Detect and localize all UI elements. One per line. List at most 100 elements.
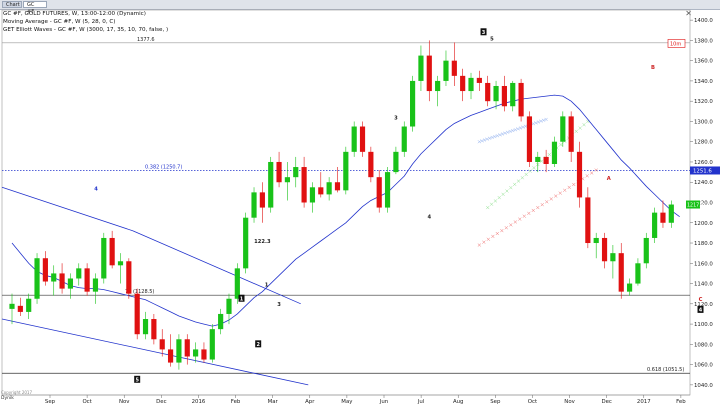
candle-body bbox=[510, 82, 516, 107]
y-tick-label: 1120.0 bbox=[694, 302, 713, 308]
projection-mark bbox=[540, 203, 544, 207]
candle-body bbox=[384, 172, 391, 208]
projection-mark bbox=[578, 126, 582, 130]
candle-body bbox=[226, 298, 232, 314]
wave-label-box bbox=[238, 294, 245, 302]
copyright-text: Copyright 2017 bbox=[1, 390, 32, 395]
candle-body bbox=[626, 283, 633, 292]
projection-mark bbox=[505, 130, 510, 134]
level-label: 0.382 (1250.7) bbox=[145, 164, 182, 170]
projection-mark bbox=[495, 134, 500, 138]
candle-body bbox=[460, 75, 466, 92]
trendlines bbox=[1, 186, 309, 386]
projection-mark bbox=[572, 182, 576, 187]
candle-body bbox=[652, 212, 658, 238]
y-tick-label: 1180.0 bbox=[694, 241, 713, 247]
candle-body bbox=[610, 253, 616, 262]
y-tick-label: 1160.0 bbox=[694, 261, 713, 267]
wave-label: C bbox=[699, 297, 703, 303]
projection-mark bbox=[567, 185, 571, 190]
wave-label: 3 bbox=[277, 302, 281, 308]
projection-mark bbox=[539, 119, 543, 123]
candle-body bbox=[526, 116, 533, 162]
candle-body bbox=[318, 187, 324, 195]
candle-body bbox=[543, 156, 549, 164]
y-tick-label: 1140.0 bbox=[694, 282, 713, 288]
projection-mark bbox=[477, 243, 482, 247]
projection-mark bbox=[549, 197, 553, 201]
candle-body bbox=[493, 85, 499, 102]
y-axis: 1040.0 1060.0 1080.0 1100.0 1120.0 1140.0 1160… bbox=[686, 18, 713, 389]
projection-mark bbox=[513, 220, 517, 224]
x-tick-label: Feb bbox=[231, 399, 241, 405]
projection-mark bbox=[509, 186, 513, 190]
projection-mark bbox=[509, 223, 513, 227]
candle-body bbox=[359, 126, 366, 152]
x-tick-label: Oct bbox=[528, 399, 537, 405]
x-tick-label: Dec bbox=[156, 399, 166, 405]
candle-body bbox=[92, 278, 99, 292]
projection-mark bbox=[491, 234, 495, 239]
candle-body bbox=[59, 273, 65, 289]
candle-body bbox=[643, 237, 649, 264]
wave-label: 122.3 bbox=[254, 239, 271, 245]
candle-body bbox=[17, 305, 23, 312]
candle-body bbox=[84, 268, 90, 292]
last-price-tag bbox=[686, 200, 700, 209]
projection-mark bbox=[531, 208, 535, 213]
candle-body bbox=[176, 339, 182, 363]
candle-body bbox=[560, 116, 566, 142]
level-label: 75 (1128.5) bbox=[125, 289, 154, 295]
candle-body bbox=[309, 187, 316, 203]
x-tick-label: Aug bbox=[453, 399, 464, 405]
x-tick-label: Jul bbox=[417, 399, 425, 405]
candle-body bbox=[501, 85, 507, 107]
window-toolbar: Chart GC #F bbox=[0, 0, 720, 15]
projection-mark bbox=[480, 139, 484, 143]
candle-body bbox=[243, 217, 249, 269]
projection-mark bbox=[485, 137, 489, 141]
x-tick-label: Sep bbox=[490, 399, 501, 405]
wave-label-box bbox=[134, 375, 141, 383]
wave-label: 3 bbox=[482, 30, 486, 36]
projection-mark bbox=[490, 135, 494, 140]
wave-label: 2 bbox=[256, 342, 260, 348]
projection-mark bbox=[518, 217, 522, 221]
candle-body bbox=[418, 55, 424, 81]
projection-mark bbox=[594, 168, 598, 172]
projection-mark bbox=[513, 128, 517, 132]
legend-elliott-waves: GET Elliott Waves - GC #F, W (3000, 17, … bbox=[3, 27, 169, 33]
wave-label: 4 bbox=[427, 215, 431, 221]
projection-mark bbox=[495, 231, 500, 236]
projection-mark bbox=[501, 192, 505, 196]
projection-mark bbox=[559, 142, 563, 147]
candle-body bbox=[284, 177, 290, 183]
candle-body bbox=[42, 258, 48, 282]
x-tick-label: 2016 bbox=[192, 399, 206, 405]
candle-body bbox=[134, 293, 140, 335]
candle-body bbox=[535, 156, 541, 162]
y-tick-label: 1360.0 bbox=[694, 59, 713, 65]
projection-mark bbox=[544, 117, 548, 122]
projection-mark bbox=[536, 205, 540, 210]
y-tick-label: 1320.0 bbox=[694, 99, 713, 105]
projection-mark bbox=[545, 200, 549, 204]
x-tick-label: Nov bbox=[564, 399, 575, 405]
y-tick-label: 1300.0 bbox=[694, 119, 713, 125]
projection-mark bbox=[503, 131, 507, 135]
candle-body bbox=[476, 77, 482, 83]
wave-label-box bbox=[697, 305, 704, 313]
tab-symbol[interactable]: GC #F bbox=[23, 1, 47, 15]
tab-chart[interactable]: Chart bbox=[2, 1, 22, 8]
projection-mark bbox=[505, 189, 509, 193]
candles bbox=[9, 40, 674, 370]
x-tick-label: Feb bbox=[676, 399, 686, 405]
moving-average bbox=[11, 94, 680, 327]
trendline bbox=[1, 318, 309, 386]
projection-mark bbox=[498, 133, 502, 137]
candle-body bbox=[568, 116, 574, 152]
y-tick-label: 1100.0 bbox=[694, 322, 713, 328]
close-icon[interactable]: ✕ bbox=[685, 9, 692, 18]
